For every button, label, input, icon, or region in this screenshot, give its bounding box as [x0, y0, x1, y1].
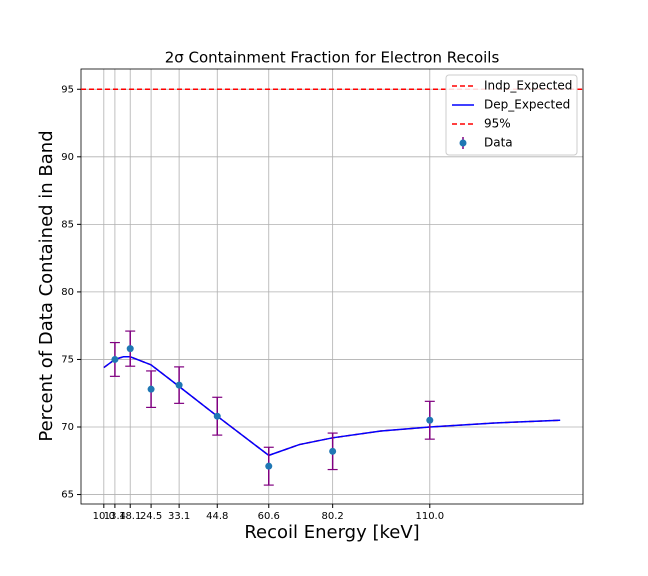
y-tick-label: 70 — [61, 422, 74, 433]
x-tick-label: 18.1 — [119, 511, 141, 522]
y-tick-label: 65 — [61, 490, 74, 501]
data-point — [265, 462, 273, 470]
y-axis-label: Percent of Data Contained in Band — [36, 130, 57, 441]
y-tick-label: 85 — [61, 219, 74, 230]
y-tick-label: 80 — [61, 287, 74, 298]
legend-swatch — [459, 139, 467, 147]
y-tick-label: 95 — [61, 84, 74, 95]
data-point — [426, 416, 434, 424]
x-tick-label: 60.6 — [258, 511, 280, 522]
legend-label: Dep_Expected — [484, 98, 570, 112]
x-tick-label: 80.2 — [322, 511, 344, 522]
data-point — [111, 355, 119, 363]
data-point — [213, 412, 221, 420]
legend-box — [445, 74, 578, 156]
legend-label: Data — [484, 136, 513, 150]
data-point — [126, 345, 134, 353]
x-tick-label: 13.4 — [104, 511, 126, 522]
y-tick-label: 90 — [61, 152, 74, 163]
x-tick-label: 10.0 — [93, 511, 115, 522]
plot-frame — [80, 68, 584, 505]
legend-label: 95% — [484, 117, 511, 131]
x-tick-label: 110.0 — [415, 511, 444, 522]
x-axis-label: Recoil Energy [keV] — [244, 522, 419, 543]
x-tick-label: 33.1 — [168, 511, 190, 522]
series-line — [103, 355, 561, 457]
data-point — [175, 381, 183, 389]
data-point — [329, 447, 337, 455]
x-tick-label: 24.5 — [140, 511, 162, 522]
chart-title: 2σ Containment Fraction for Electron Rec… — [165, 49, 500, 67]
legend-label: Indp_Expected — [484, 79, 572, 93]
y-tick-label: 75 — [61, 354, 74, 365]
data-point — [147, 385, 155, 393]
x-tick-label: 44.8 — [206, 511, 228, 522]
